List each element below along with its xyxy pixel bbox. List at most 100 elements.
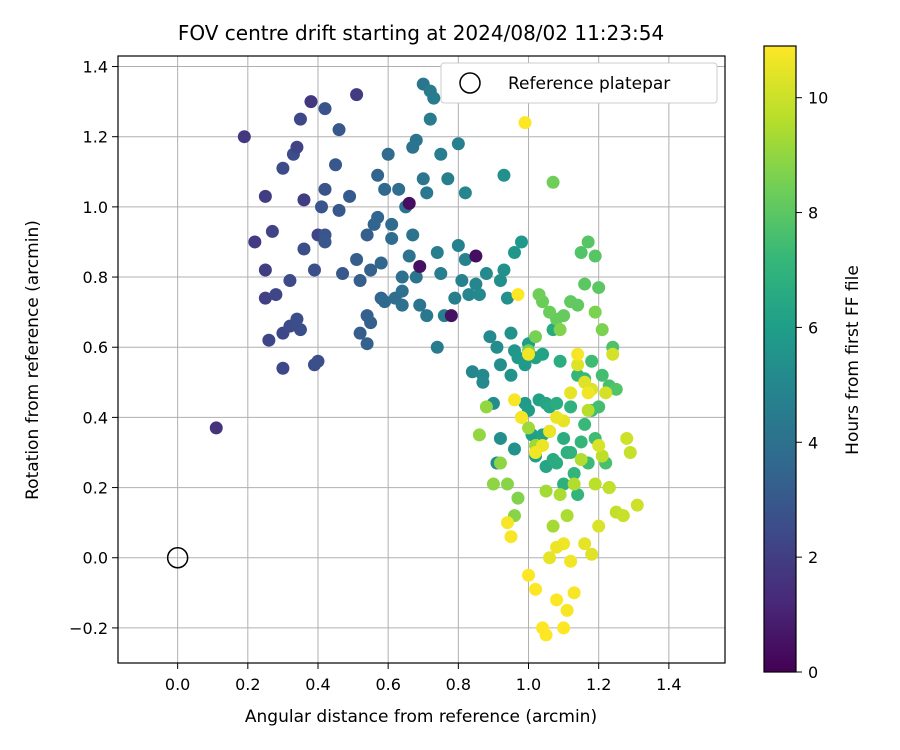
data-point xyxy=(493,358,507,372)
data-point xyxy=(609,382,623,396)
data-point xyxy=(592,519,606,533)
data-point xyxy=(416,172,430,186)
data-point xyxy=(423,112,437,126)
data-point xyxy=(560,509,574,523)
data-point xyxy=(371,210,385,224)
data-point xyxy=(290,140,304,154)
data-point xyxy=(595,323,609,337)
data-point xyxy=(497,168,511,182)
x-tick-label: 1.0 xyxy=(516,675,541,694)
x-tick-label: 0.2 xyxy=(235,675,260,694)
data-point xyxy=(567,477,581,491)
data-point xyxy=(364,263,378,277)
data-point xyxy=(553,323,567,337)
data-point xyxy=(350,253,364,267)
data-point xyxy=(514,410,528,424)
colorbar-tick-label: 8 xyxy=(808,204,818,223)
data-point xyxy=(571,358,585,372)
data-point xyxy=(578,375,592,389)
data-point xyxy=(483,330,497,344)
data-point xyxy=(578,277,592,291)
data-point xyxy=(578,537,592,551)
data-point xyxy=(588,305,602,319)
data-point xyxy=(409,270,423,284)
data-point xyxy=(364,316,378,330)
data-point xyxy=(283,274,297,288)
colorbar-fill xyxy=(763,45,797,673)
data-point xyxy=(507,245,521,259)
legend-entry: Reference platepar xyxy=(508,74,670,94)
data-point xyxy=(276,361,290,375)
colorbar-tick-label: 6 xyxy=(808,318,818,337)
data-point xyxy=(497,263,511,277)
data-point xyxy=(564,386,578,400)
data-point xyxy=(500,477,514,491)
data-point xyxy=(564,295,578,309)
plot-frame xyxy=(117,55,726,664)
data-point xyxy=(451,238,465,252)
x-tick-label: 0.0 xyxy=(165,675,190,694)
data-point xyxy=(564,445,578,459)
data-point xyxy=(588,249,602,263)
colorbar-label: Hours from first FF file xyxy=(843,265,863,455)
data-point xyxy=(599,386,613,400)
data-point xyxy=(529,330,543,344)
data-point xyxy=(543,551,557,565)
data-point xyxy=(507,393,521,407)
colorbar-tick-label: 10 xyxy=(808,89,828,108)
data-point xyxy=(581,235,595,249)
data-point xyxy=(550,410,564,424)
data-point xyxy=(486,477,500,491)
data-point xyxy=(318,182,332,196)
data-point xyxy=(476,375,490,389)
data-point xyxy=(592,438,606,452)
data-point xyxy=(543,305,557,319)
data-point xyxy=(490,340,504,354)
data-point xyxy=(560,603,574,617)
data-point xyxy=(455,274,469,288)
data-point xyxy=(479,267,493,281)
data-point xyxy=(472,428,486,442)
data-point xyxy=(406,228,420,242)
data-point xyxy=(550,540,564,554)
data-point xyxy=(420,186,434,200)
data-point xyxy=(237,130,251,144)
y-tick-label: 0.0 xyxy=(83,549,108,568)
data-point xyxy=(360,228,374,242)
data-point xyxy=(504,368,518,382)
data-point xyxy=(592,281,606,295)
data-point xyxy=(315,200,329,214)
data-point xyxy=(402,249,416,263)
colorbar-ticks: 0 2 4 6 8 10 xyxy=(796,89,828,682)
data-point xyxy=(539,484,553,498)
data-point xyxy=(522,421,536,435)
data-point xyxy=(332,123,346,137)
data-point xyxy=(293,323,307,337)
data-point xyxy=(602,481,616,495)
data-point xyxy=(381,147,395,161)
data-point xyxy=(550,456,564,470)
data-point xyxy=(469,249,483,263)
data-point xyxy=(550,396,564,410)
data-point xyxy=(343,189,357,203)
data-point xyxy=(550,593,564,607)
data-point xyxy=(378,295,392,309)
data-point xyxy=(413,298,427,312)
data-point xyxy=(500,291,514,305)
data-point xyxy=(451,137,465,151)
data-point xyxy=(514,235,528,249)
data-point xyxy=(553,354,567,368)
data-point xyxy=(304,95,318,109)
data-point xyxy=(574,245,588,259)
data-point xyxy=(293,112,307,126)
data-point xyxy=(546,175,560,189)
data-point xyxy=(511,491,525,505)
data-point xyxy=(276,161,290,175)
data-point xyxy=(557,477,571,491)
data-point xyxy=(518,116,532,130)
data-point xyxy=(318,235,332,249)
data-point xyxy=(448,291,462,305)
data-point xyxy=(564,400,578,414)
colorbar-tick-label: 0 xyxy=(808,663,818,682)
data-point xyxy=(543,424,557,438)
